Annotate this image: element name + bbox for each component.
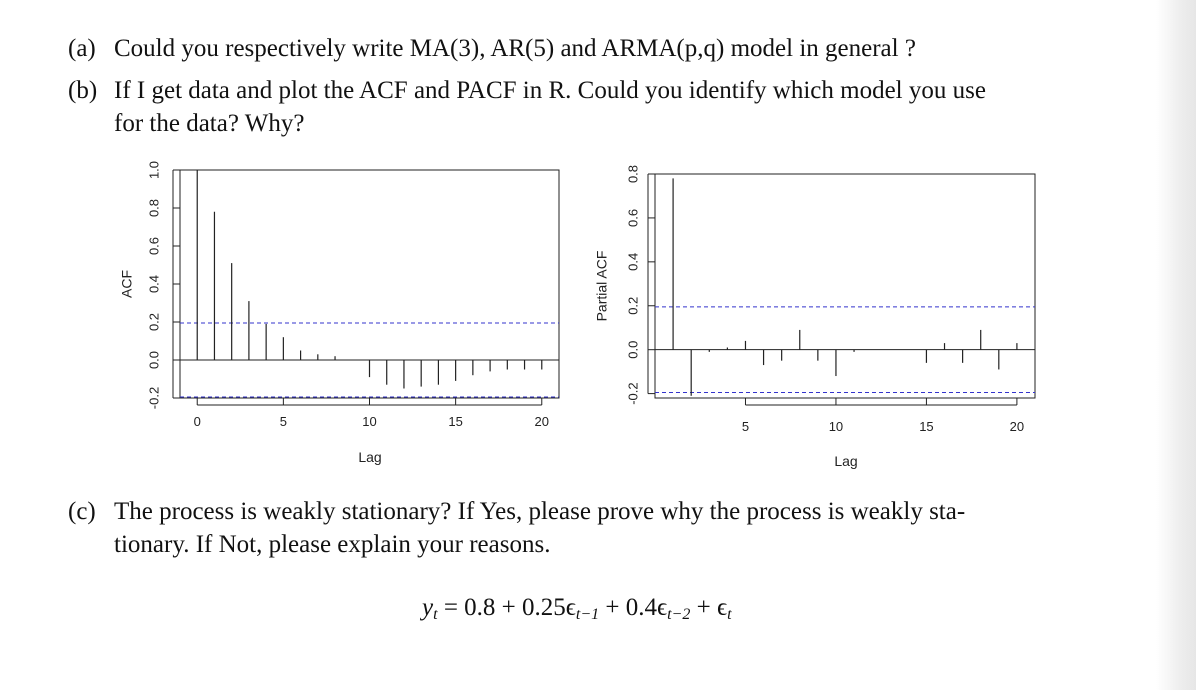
question-a-text: Could you respectively write MA(3), AR(5…	[114, 35, 916, 62]
pacf-ylabel: Partial ACF	[594, 251, 610, 322]
question-b-text-line1: If I get data and plot the ACF and PACF …	[114, 77, 986, 104]
eq-part1: = 0.8 + 0.25ϵ	[437, 594, 576, 621]
question-c-text-line2: tionary. If Not, please explain your rea…	[114, 531, 551, 558]
eq-lhs: y	[422, 594, 434, 621]
acf-xlabel: Lag	[358, 449, 381, 465]
acf-ytick-label: -0.2	[146, 387, 161, 409]
acf-ytick-label: 1.0	[146, 161, 161, 179]
pacf-ytick-label: 0.0	[625, 341, 640, 359]
pacf-xtick-label: 10	[829, 419, 843, 434]
acf-xtick-label: 0	[194, 414, 201, 429]
eq-lhs-sub: t	[433, 606, 438, 623]
question-c-cont: tionary. If Not, please explain your rea…	[68, 528, 550, 561]
pacf-xtick-label: 5	[742, 419, 749, 434]
acf-ytick-label: 0.2	[146, 313, 161, 331]
page-edge-shadow	[1156, 0, 1196, 690]
question-b-label: (b)	[68, 77, 98, 104]
acf-xtick-label: 10	[362, 414, 376, 429]
pacf-ytick-label: 0.8	[625, 165, 640, 183]
acf-ytick-label: 0.4	[146, 275, 161, 293]
acf-ytick-label: 0.8	[146, 199, 161, 217]
acf-xtick-label: 20	[535, 414, 549, 429]
question-b-text-line2: for the data? Why?	[114, 110, 305, 137]
question-b: (b) If I get data and plot the ACF and PA…	[68, 74, 986, 107]
pacf-xtick-label: 20	[1010, 419, 1024, 434]
eq-sub3: t	[727, 606, 732, 623]
question-b-cont: for the data? Why?	[68, 107, 304, 140]
acf-ytick-label: 0.0	[146, 351, 161, 369]
pacf-ytick-label: 0.2	[625, 297, 640, 315]
eq-part2: + 0.4ϵ	[599, 594, 668, 621]
pacf-ytick-label: 0.6	[625, 209, 640, 227]
acf-xtick-label: 5	[280, 414, 287, 429]
acf-ylabel: ACF	[119, 270, 135, 298]
pacf-ytick-label: 0.4	[625, 253, 640, 271]
ma-equation: yt = 0.8 + 0.25ϵt−1 + 0.4ϵt−2 + ϵt	[422, 594, 732, 624]
eq-sub1: t−1	[575, 606, 600, 623]
question-c: (c) The process is weakly stationary? If …	[68, 495, 965, 528]
pacf-xtick-label: 15	[919, 419, 933, 434]
question-c-label: (c)	[68, 498, 96, 525]
question-a: (a) Could you respectively write MA(3), A…	[68, 32, 916, 65]
question-a-label: (a)	[68, 35, 96, 62]
question-c-text-line1: The process is weakly stationary? If Yes…	[114, 498, 966, 525]
pacf-ytick-label: -0.2	[625, 382, 640, 404]
eq-part3: + ϵ	[690, 594, 728, 621]
acf-ytick-label: 0.6	[146, 237, 161, 255]
acf-xtick-label: 15	[448, 414, 462, 429]
eq-sub2: t−2	[667, 606, 691, 623]
pacf-xlabel: Lag	[834, 453, 857, 469]
pacf-plot-frame	[654, 173, 1036, 399]
